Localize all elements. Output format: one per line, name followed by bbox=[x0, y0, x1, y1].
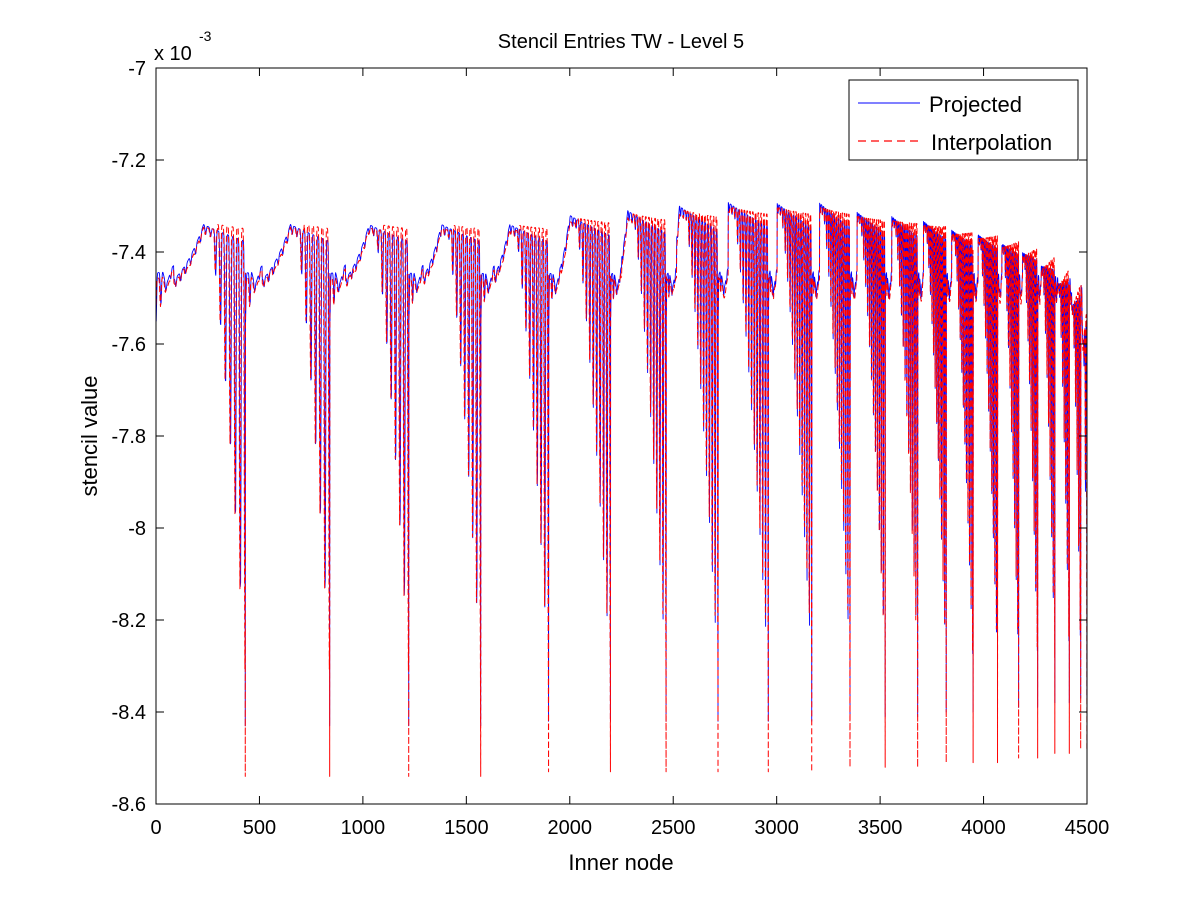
series-line-interpolation bbox=[156, 206, 1087, 777]
legend-box bbox=[848, 79, 1079, 161]
y-tick-label: -7.8 bbox=[112, 426, 146, 448]
x-axis-label: Inner node bbox=[568, 850, 673, 875]
x-tick-label: 0 bbox=[150, 817, 161, 839]
y-tick-label: -8 bbox=[128, 518, 146, 540]
x-tick-label: 3500 bbox=[858, 817, 903, 839]
y-tick-label: -8.2 bbox=[112, 610, 146, 632]
series-layer bbox=[156, 202, 1087, 777]
y-tick-label: -7.2 bbox=[112, 150, 146, 172]
x-tick-label: 500 bbox=[243, 817, 276, 839]
chart-title: Stencil Entries TW - Level 5 bbox=[498, 31, 744, 53]
y-tick-label: -7 bbox=[128, 58, 146, 80]
y-multiplier-exponent: -3 bbox=[199, 28, 212, 44]
x-tick-label: 2500 bbox=[651, 817, 696, 839]
plot-area bbox=[156, 68, 1087, 804]
y-tick-label: -7.6 bbox=[112, 334, 146, 356]
y-tick-label: -8.6 bbox=[112, 794, 146, 816]
x-tick-label: 2000 bbox=[548, 817, 593, 839]
y-axis-label: stencil value bbox=[77, 375, 102, 496]
y-axis: -8.6 -8.4 -8.2 -8 -7.8 -7.6 -7.4 -7.2 -7 bbox=[112, 58, 1087, 816]
y-tick-label: -7.4 bbox=[112, 242, 146, 264]
x-tick-label: 4000 bbox=[961, 817, 1006, 839]
legend-label-projected: Projected bbox=[929, 92, 1022, 117]
x-tick-label: 4500 bbox=[1065, 817, 1110, 839]
x-axis: 0 500 1000 1500 2000 2500 3000 3500 4000 4500 bbox=[150, 68, 1109, 839]
x-tick-label: 1000 bbox=[341, 817, 386, 839]
x-tick-label: 1500 bbox=[444, 817, 489, 839]
y-multiplier: x 10 bbox=[154, 43, 192, 65]
y-tick-label: -8.4 bbox=[112, 702, 146, 724]
legend-label-interpolation: Interpolation bbox=[931, 130, 1052, 155]
x-tick-label: 3000 bbox=[754, 817, 799, 839]
legend: Projected Interpolation bbox=[848, 79, 1079, 161]
